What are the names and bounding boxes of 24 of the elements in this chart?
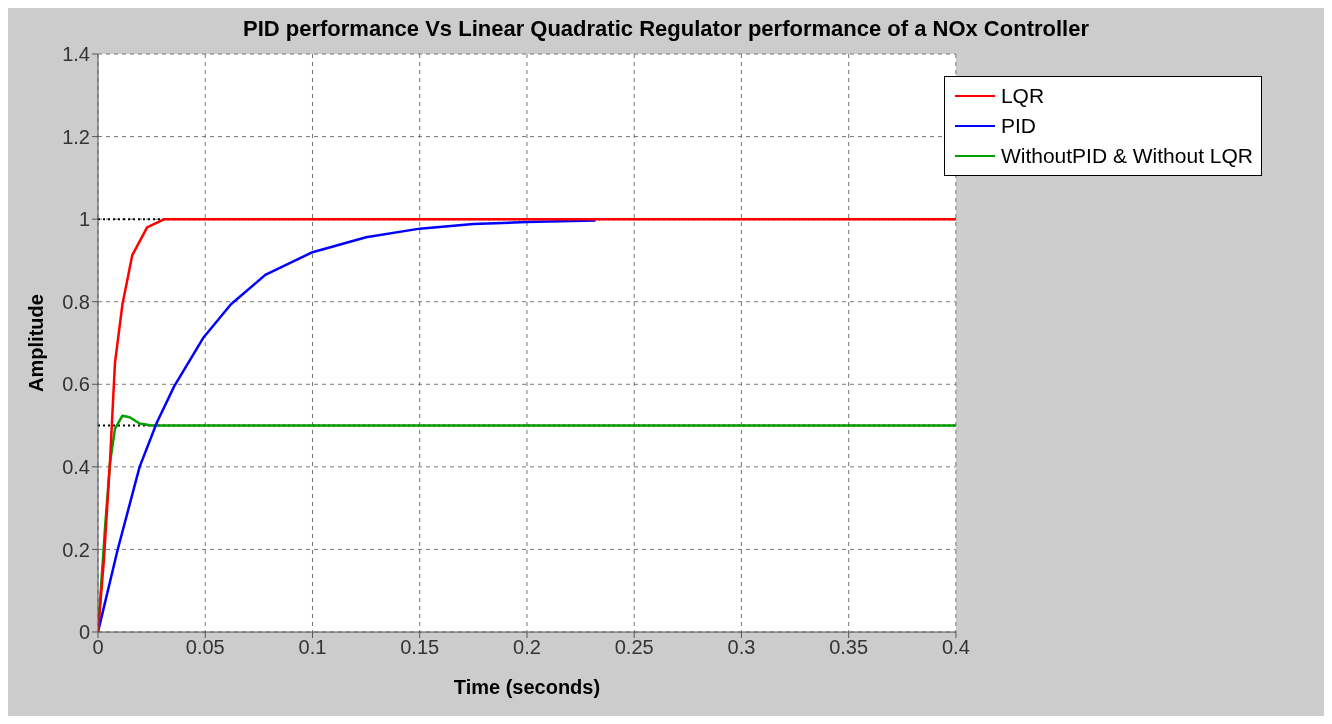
- x-tick-label: 0.2: [513, 636, 541, 659]
- x-tick-label: 0.4: [942, 636, 970, 659]
- x-tick-label: 0.15: [400, 636, 440, 659]
- y-tick-label: 1.4: [62, 43, 90, 66]
- x-axis-title: Time (seconds): [453, 676, 601, 698]
- line-series: [98, 219, 597, 632]
- x-tick-label: 0.3: [727, 636, 756, 659]
- x-tick-label: 0.05: [185, 636, 225, 659]
- y-tick-label: 1: [78, 208, 90, 231]
- legend-label: PID: [1000, 113, 1036, 139]
- x-tick-label: 0: [92, 636, 104, 659]
- y-tick-label: 0.8: [62, 290, 90, 313]
- y-axis-title: Amplitude: [25, 294, 48, 392]
- legend-label: LQR: [1000, 83, 1045, 109]
- x-tick-label: 0.25: [614, 636, 654, 659]
- legend-label: WithoutPID & Without LQR: [1000, 143, 1253, 169]
- x-tick-label: 0.35: [829, 636, 869, 659]
- y-tick-label: 0.2: [62, 538, 90, 561]
- chart-title: PID performance Vs Linear Quadratic Regulator performance of a NOx Controller: [242, 16, 1090, 42]
- y-tick-label: 1.2: [62, 125, 90, 148]
- y-tick-label: 0: [78, 621, 90, 644]
- x-tick-label: 0.1: [298, 636, 327, 659]
- y-tick-label: 0.6: [62, 373, 90, 396]
- y-tick-label: 0.4: [62, 455, 90, 478]
